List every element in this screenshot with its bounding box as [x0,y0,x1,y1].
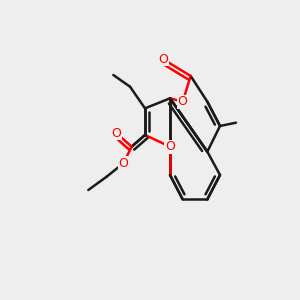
Text: O: O [165,140,175,153]
Text: O: O [158,53,168,66]
Text: O: O [112,127,122,140]
Text: O: O [118,157,128,170]
Text: O: O [178,95,188,108]
